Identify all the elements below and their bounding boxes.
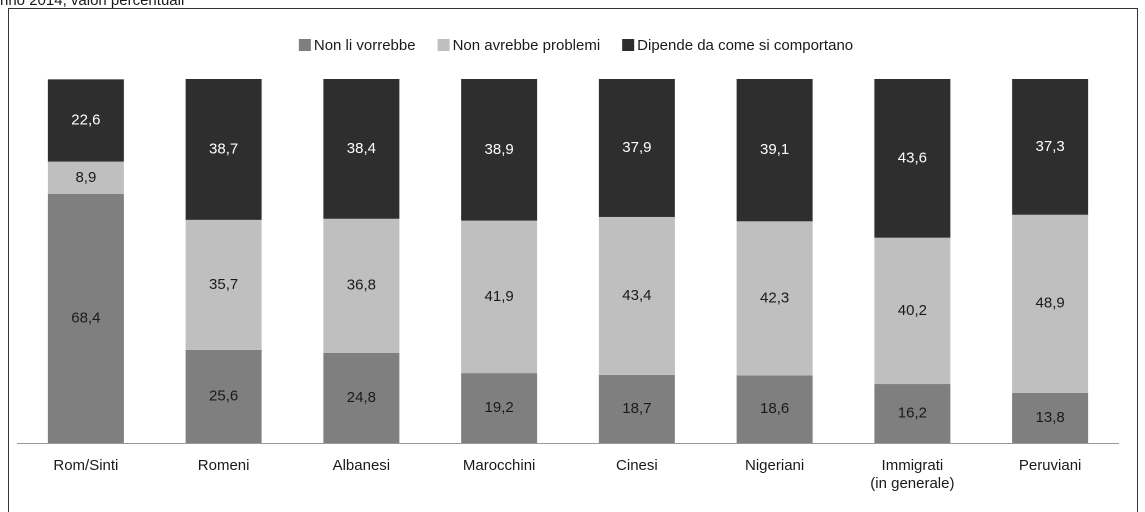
value-label: 38,4 — [347, 140, 376, 157]
value-label: 36,8 — [347, 277, 376, 294]
value-label: 39,1 — [760, 141, 789, 158]
bar-segment — [598, 79, 675, 217]
value-label: 38,7 — [209, 140, 238, 157]
bar-segment — [461, 220, 538, 374]
bar-segment — [323, 79, 400, 219]
x-tick-label: Rom/Sinti — [53, 457, 118, 474]
value-label: 41,9 — [485, 288, 514, 305]
bar-segment — [736, 221, 813, 376]
value-label: 18,7 — [622, 400, 651, 417]
value-label: 37,3 — [1036, 138, 1065, 155]
x-tick-label: Albanesi — [333, 457, 391, 474]
value-label: 42,3 — [760, 289, 789, 306]
bar-segment — [47, 79, 124, 162]
bar-segment — [598, 216, 675, 375]
value-label: 25,6 — [209, 387, 238, 404]
bar-segment — [461, 79, 538, 221]
x-tick-label: Peruviani — [1019, 457, 1082, 474]
value-label: 19,2 — [485, 399, 514, 416]
frame — [8, 8, 1138, 512]
x-tick-label: Nigeriani — [745, 457, 804, 474]
x-tick-label: Marocchini — [463, 457, 536, 474]
bar-segment — [461, 373, 538, 443]
x-tick-label: Romeni — [198, 457, 250, 474]
bar-segment — [47, 194, 124, 443]
bar-segment — [874, 384, 951, 443]
value-label: 48,9 — [1036, 295, 1065, 312]
bar-segment — [1012, 214, 1089, 393]
bar-segment — [736, 375, 813, 443]
legend-label: Non li vorrebbe — [314, 37, 416, 54]
value-label: 18,6 — [760, 400, 789, 417]
bar-segment — [323, 352, 400, 443]
bar-segment — [185, 219, 262, 350]
legend-swatch — [298, 39, 311, 51]
value-label: 22,6 — [71, 111, 100, 128]
value-label: 37,9 — [622, 139, 651, 156]
subtitle: nno 2014, valori percentuali — [0, 0, 184, 9]
value-label: 38,9 — [485, 141, 514, 158]
value-label: 16,2 — [898, 404, 927, 421]
value-label: 43,4 — [622, 287, 651, 304]
bar-segment — [47, 161, 124, 195]
bar-segment — [1012, 79, 1089, 215]
legend-swatch — [622, 39, 635, 51]
x-tick-label: Cinesi — [616, 457, 658, 474]
legend-label: Non avrebbe problemi — [453, 37, 601, 54]
bar-segment — [185, 79, 262, 220]
legend-swatch — [437, 39, 450, 51]
bar-segment — [1012, 392, 1089, 443]
bar-segment — [736, 79, 813, 222]
bar-segment — [598, 374, 675, 443]
value-label: 40,2 — [898, 302, 927, 319]
legend-label: Dipende da come si comportano — [637, 37, 853, 54]
bar-segment — [874, 79, 951, 238]
value-label: 68,4 — [71, 309, 100, 326]
value-label: 13,8 — [1036, 409, 1065, 426]
value-label: 24,8 — [347, 389, 376, 406]
bar-segment — [874, 237, 951, 385]
bar-segment — [185, 349, 262, 443]
x-tick-label: Immigrati (in generale) — [870, 457, 954, 492]
value-label: 8,9 — [75, 169, 96, 186]
value-label: 43,6 — [898, 149, 927, 166]
value-label: 35,7 — [209, 276, 238, 293]
bar-segment — [323, 218, 400, 353]
